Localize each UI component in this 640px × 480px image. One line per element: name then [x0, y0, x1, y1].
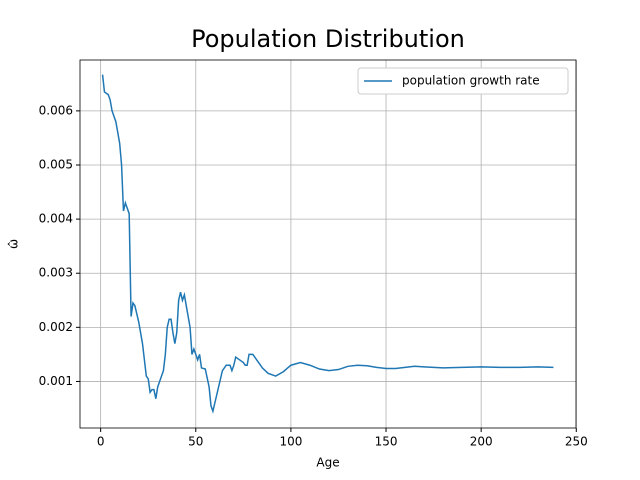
x-tick-label: 0	[97, 435, 105, 449]
x-axis-label: Age	[316, 456, 339, 470]
y-axis-label: ω̂	[7, 239, 21, 249]
y-tick-label: 0.005	[39, 157, 73, 171]
chart-title: Population Distribution	[191, 25, 465, 53]
y-tick-label: 0.001	[39, 374, 73, 388]
y-tick-label: 0.004	[39, 212, 73, 226]
data-line	[101, 74, 554, 414]
x-tick-label: 150	[375, 435, 398, 449]
x-tick-label: 50	[188, 435, 203, 449]
legend: population growth rate	[357, 67, 569, 95]
x-tick-label: 250	[565, 435, 588, 449]
y-tick-label: 0.006	[39, 103, 73, 117]
plot-frame	[79, 59, 577, 429]
legend-label: population growth rate	[402, 74, 540, 88]
x-tick-label: 200	[470, 435, 493, 449]
y-tick-label: 0.003	[39, 266, 73, 280]
legend-box	[357, 67, 569, 95]
y-tick-label: 0.002	[39, 320, 73, 334]
x-tick-label: 100	[279, 435, 302, 449]
